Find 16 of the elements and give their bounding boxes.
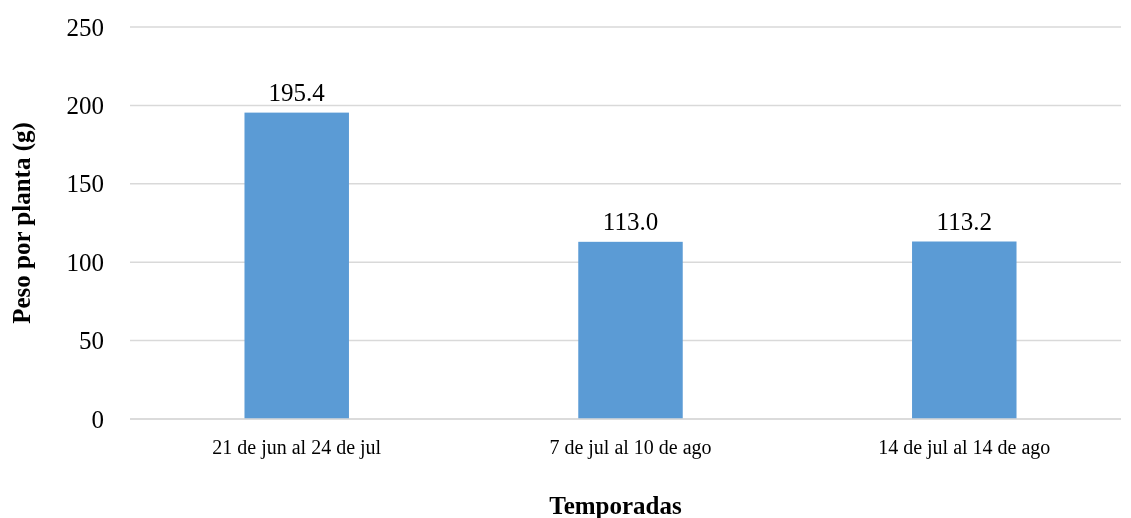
- data-label: 195.4: [268, 78, 326, 106]
- x-tick-label: 7 de jul al 10 de ago: [549, 436, 712, 459]
- bar: [244, 112, 349, 419]
- y-axis-title: Peso por planta (g): [8, 122, 36, 324]
- y-tick-label: 100: [66, 248, 104, 276]
- data-label: 113.0: [602, 207, 659, 235]
- x-tick-label: 14 de jul al 14 de ago: [878, 436, 1051, 459]
- y-tick-label: 50: [79, 327, 104, 355]
- x-tick-label: 21 de jun al 24 de jul: [212, 436, 382, 459]
- bar: [578, 241, 683, 419]
- y-tick-label: 250: [66, 13, 104, 41]
- y-tick-label: 200: [66, 91, 104, 119]
- y-tick-label: 0: [91, 405, 104, 433]
- bar: [912, 241, 1017, 419]
- data-label: 113.2: [936, 207, 992, 235]
- y-tick-label: 150: [66, 170, 104, 198]
